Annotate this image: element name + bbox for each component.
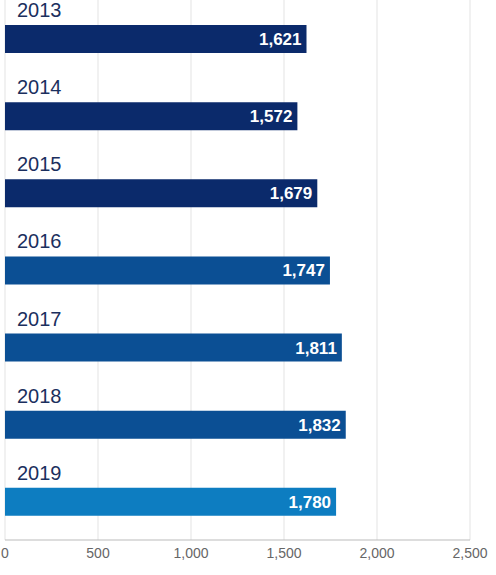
svg-text:1,811: 1,811 [295,339,337,358]
svg-text:500: 500 [86,545,110,561]
svg-text:1,832: 1,832 [298,416,341,435]
svg-text:2014: 2014 [17,76,62,98]
svg-text:1,621: 1,621 [259,30,302,49]
svg-text:2013: 2013 [17,0,62,21]
svg-text:2,000: 2,000 [359,545,394,561]
svg-text:2,500: 2,500 [452,545,487,561]
svg-text:2016: 2016 [17,230,62,252]
svg-text:1,747: 1,747 [282,261,325,280]
svg-text:2018: 2018 [17,385,62,407]
svg-text:1,500: 1,500 [266,545,301,561]
svg-text:1,679: 1,679 [270,184,313,203]
svg-text:0: 0 [8,545,9,561]
svg-text:2017: 2017 [17,308,62,330]
svg-text:1,572: 1,572 [250,107,293,126]
svg-text:2015: 2015 [17,153,62,175]
svg-text:1,780: 1,780 [289,493,332,512]
svg-text:2019: 2019 [17,462,62,484]
svg-text:1,000: 1,000 [173,545,208,561]
